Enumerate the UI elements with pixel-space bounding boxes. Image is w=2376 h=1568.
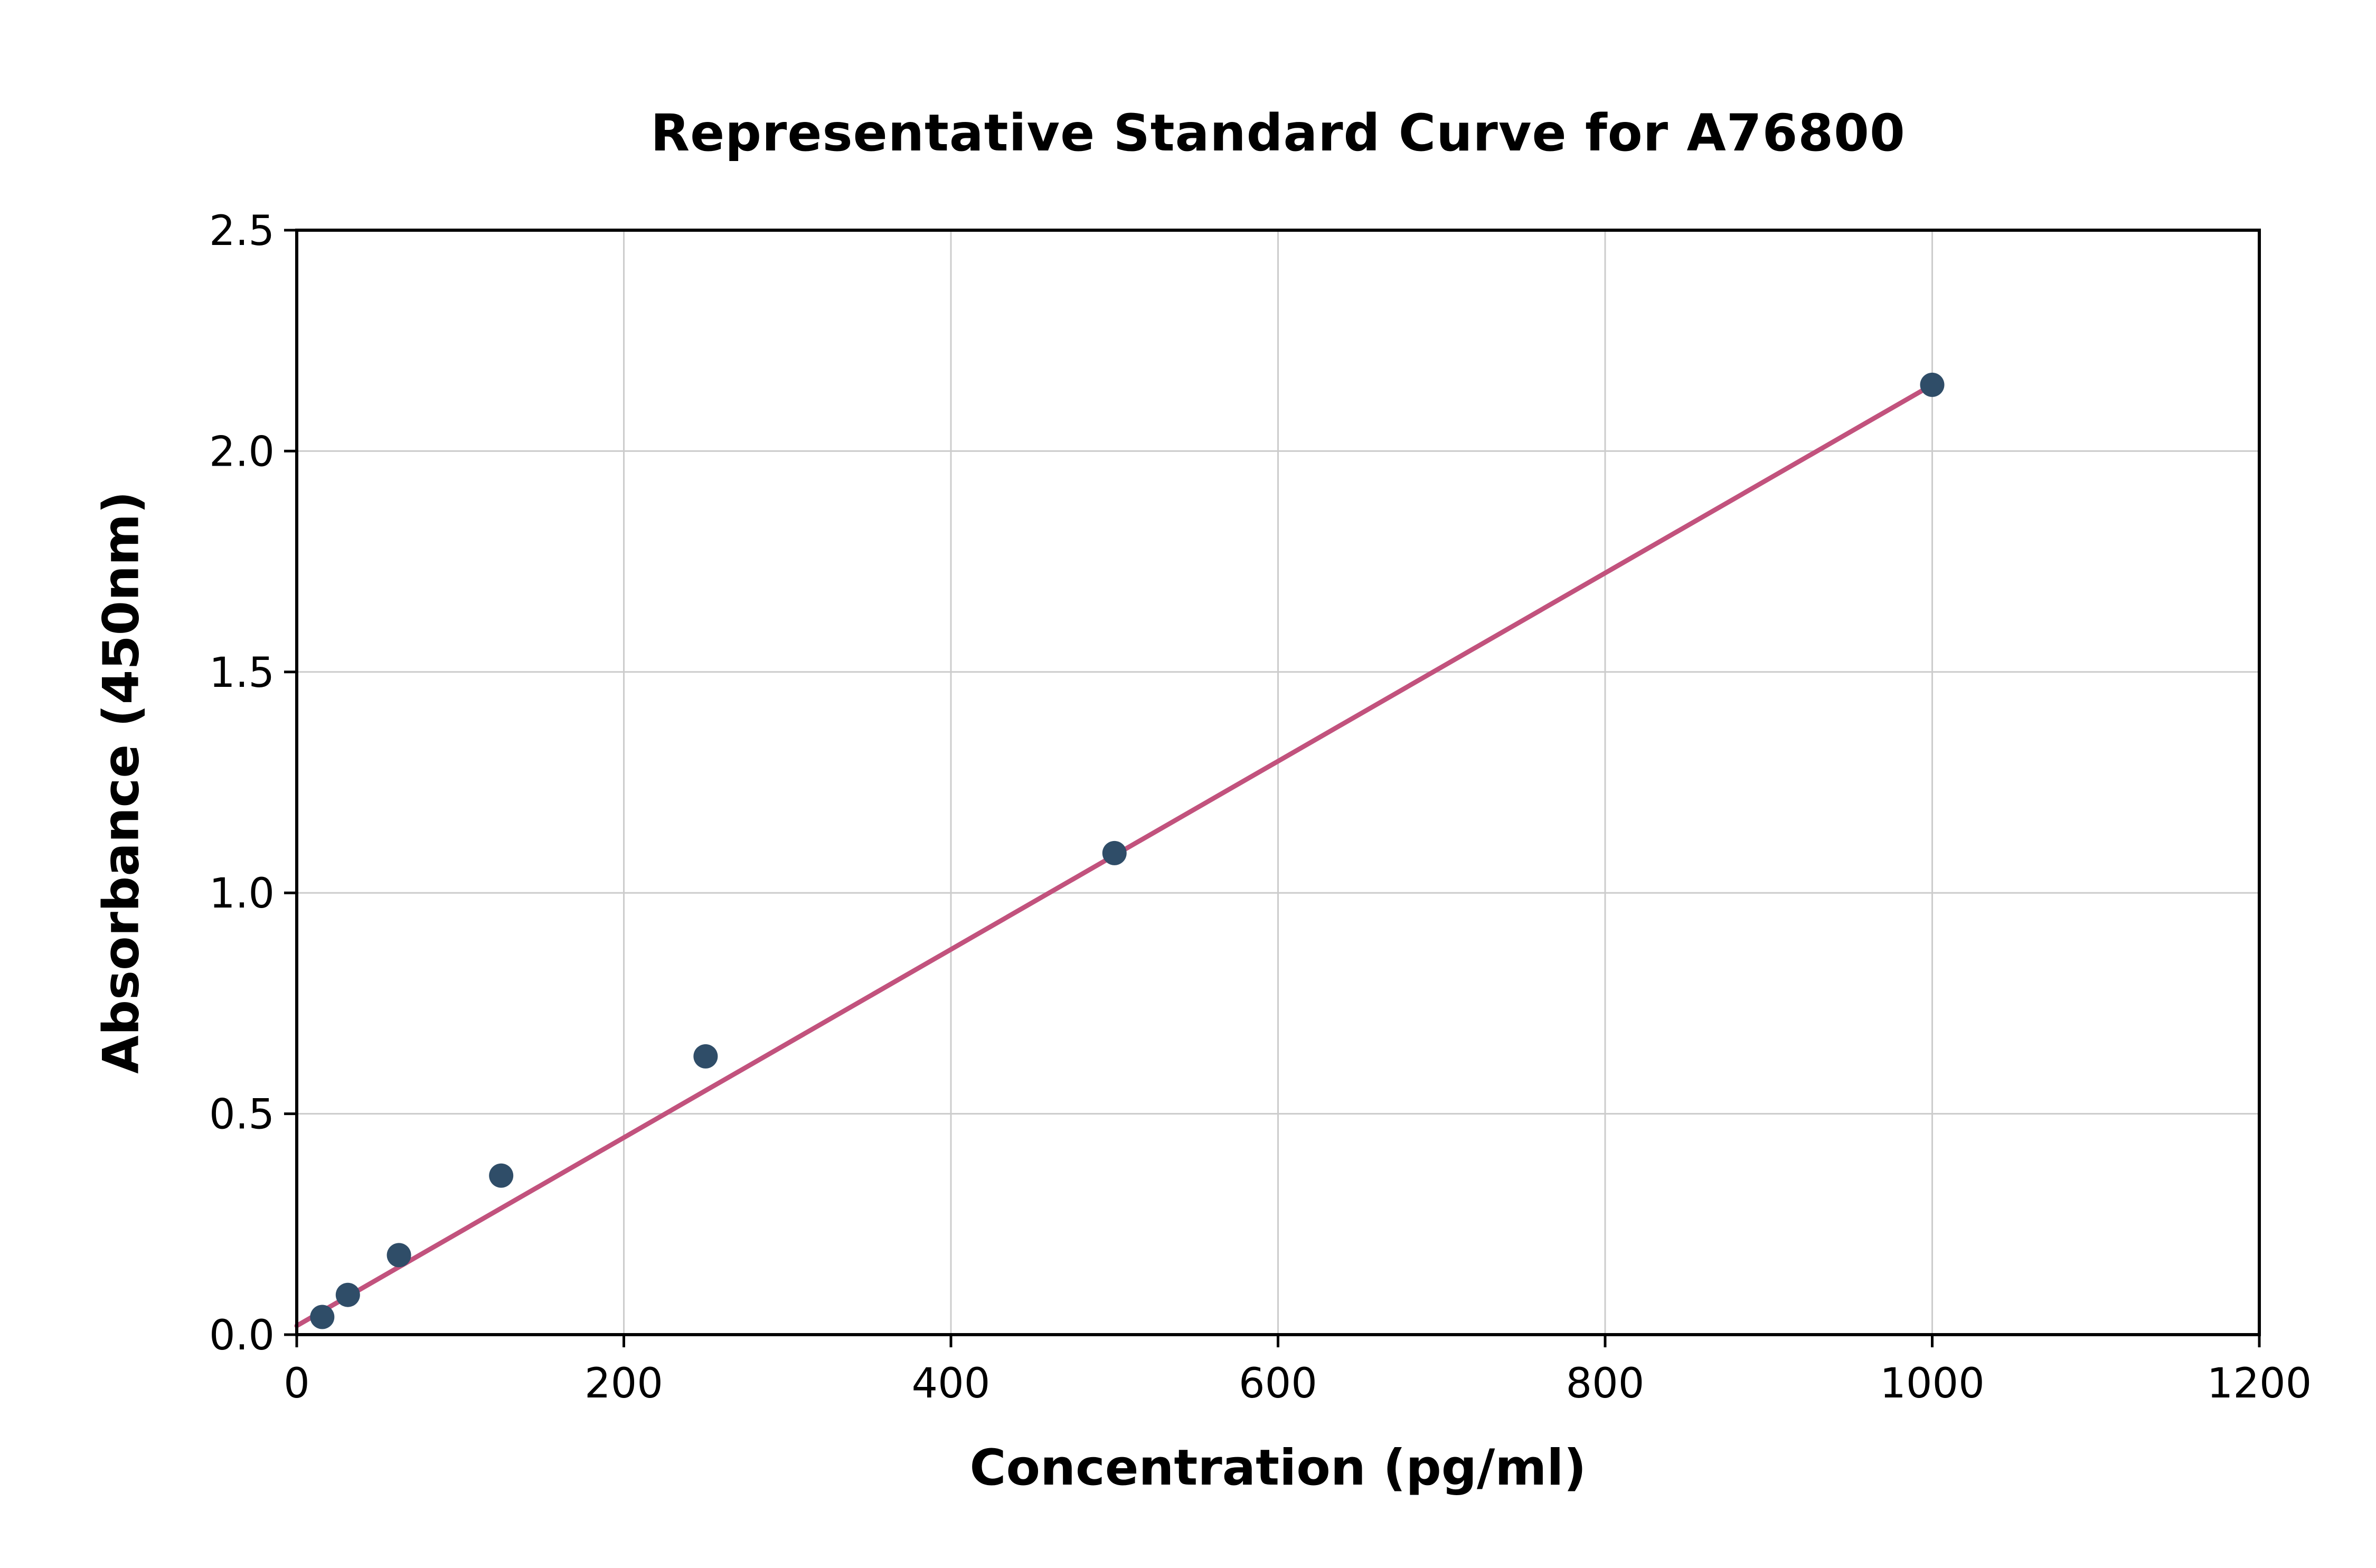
data-point — [335, 1282, 360, 1307]
data-point — [1102, 840, 1127, 865]
x-tick-label: 200 — [584, 1360, 663, 1408]
y-tick-label: 2.5 — [209, 207, 275, 255]
y-tick-label: 1.5 — [209, 649, 275, 697]
x-tick-label: 1200 — [2207, 1360, 2312, 1408]
x-axis-label: Concentration (pg/ml) — [969, 1439, 1587, 1497]
data-point — [310, 1305, 335, 1329]
y-tick-label: 0.5 — [209, 1091, 275, 1139]
x-tick-label: 800 — [1566, 1360, 1645, 1408]
y-tick-label: 0.0 — [209, 1312, 275, 1359]
data-point — [386, 1243, 411, 1268]
data-point — [489, 1163, 514, 1188]
y-tick-label: 1.0 — [209, 870, 275, 918]
x-tick-label: 400 — [912, 1360, 991, 1408]
data-point — [1920, 372, 1945, 397]
x-tick-label: 1000 — [1880, 1360, 1985, 1408]
x-tick-label: 0 — [284, 1360, 310, 1408]
data-point — [693, 1044, 718, 1069]
x-tick-label: 600 — [1239, 1360, 1317, 1408]
chart-title: Representative Standard Curve for A76800 — [650, 103, 1906, 163]
y-tick-label: 2.0 — [209, 428, 275, 476]
